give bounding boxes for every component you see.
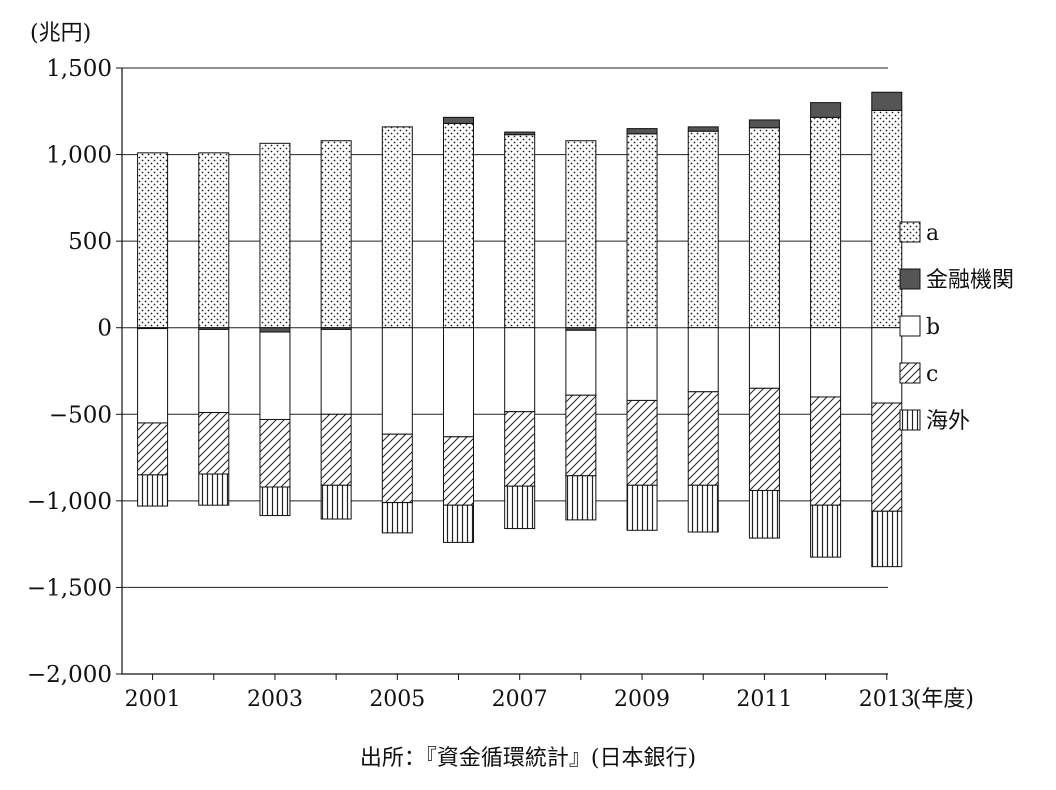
bar-segment-c-2010 [687, 391, 719, 486]
y-tick-label: −500 [49, 402, 112, 428]
x-tick-label: 2005 [369, 687, 425, 712]
bar-segment-海外-2010 [687, 484, 719, 533]
bar-segment-海外-2004 [320, 484, 352, 520]
bar-segment-c-2011 [748, 387, 780, 491]
legend-swatch-金融機関 [899, 268, 921, 290]
legend-swatch-a [899, 221, 921, 243]
bar-segment-c-2002 [198, 412, 230, 475]
x-tick-label: 2001 [125, 687, 181, 712]
legend-label-海外: 海外 [926, 409, 970, 434]
axes [121, 68, 888, 675]
bar-segment-海外-2009 [626, 484, 658, 531]
bar-segment-海外-2006 [443, 504, 475, 543]
legend-swatch-b [899, 315, 921, 337]
bar-segment-b-2001 [137, 328, 169, 424]
bar-segment-c-2004 [320, 413, 352, 486]
bar-segment-a-2008 [565, 140, 597, 329]
bar-segment-a-2005 [381, 126, 413, 329]
bar-segment-a-2003 [259, 142, 291, 329]
legend-label-b: b [926, 315, 940, 340]
bar-segment-海外-2012 [810, 504, 842, 558]
source-note: 出所：『資金循環統計』(日本銀行) [359, 746, 697, 771]
y-tick-label: 1,000 [46, 143, 112, 169]
bar-segment-金融機関-2010 [687, 126, 719, 132]
bar-segment-a-2002 [198, 152, 230, 329]
bars-group [137, 91, 903, 568]
y-tick-label: −2,000 [27, 662, 112, 688]
bar-segment-a-2013 [871, 109, 903, 329]
bar-segment-b-2009 [626, 327, 658, 401]
bar-segment-金融機関-2011 [748, 119, 780, 129]
bar-segment-海外-2013 [871, 510, 903, 568]
bar-segment-b-2002 [198, 328, 230, 414]
legend: a 金融機関 bc 海外 [899, 221, 1014, 434]
bar-segment-b-2010 [687, 327, 719, 393]
bar-segment-海外-2005 [381, 502, 413, 534]
bar-segment-c-2012 [810, 396, 842, 506]
bar-segment-a-2006 [443, 122, 475, 329]
bar-segment-b-2005 [381, 327, 413, 435]
x-tick-label: 2003 [247, 687, 303, 712]
bar-segment-c-2005 [381, 433, 413, 504]
bar-segment-c-2003 [259, 418, 291, 488]
x-tick-label: 2007 [492, 687, 548, 712]
bar-segment-a-2012 [810, 116, 842, 329]
bar-segment-a-2001 [137, 152, 169, 329]
bar-segment-金融機関-2012 [810, 102, 842, 118]
bar-segment-金融機関-2009 [626, 128, 658, 135]
x-tick-label: 2013 [859, 687, 915, 712]
legend-label-金融機関: 金融機関 [926, 268, 1014, 293]
bar-segment-海外-2008 [565, 475, 597, 521]
bar-segment-c-2013 [871, 402, 903, 512]
bar-segment-金融機関-2013 [871, 91, 903, 111]
bar-segment-海外-2011 [748, 489, 780, 539]
y-tick-label: 500 [68, 229, 112, 255]
x-tick-label: 2009 [614, 687, 670, 712]
y-tick-label: −1,000 [27, 489, 112, 515]
bar-segment-金融機関-2003 [259, 327, 291, 333]
bar-segment-b-2008 [565, 329, 597, 396]
unit-label: (兆円) [30, 21, 91, 46]
bar-segment-b-2012 [810, 327, 842, 398]
bar-segment-c-2009 [626, 399, 658, 486]
bar-segment-金融機関-2006 [443, 116, 475, 124]
y-axis-ticks: 1,500 1,000 500 0 −500 −1,000 −1,500 −2,000 [27, 56, 122, 688]
bar-segment-b-2004 [320, 328, 352, 415]
bar-segment-b-2013 [871, 327, 903, 404]
bar-segment-c-2006 [443, 436, 475, 506]
x-tick-label: 2011 [736, 687, 792, 712]
bar-segment-c-2008 [565, 394, 597, 477]
x-axis-ticks: 2001 2003 2005 2007 2009 2011 2013(年度) [125, 674, 974, 712]
bar-segment-a-2011 [748, 127, 780, 329]
legend-label-a: a [926, 221, 939, 246]
bar-segment-a-2007 [504, 134, 536, 329]
bar-segment-金融機関-2007 [504, 131, 536, 136]
y-tick-label: 1,500 [46, 56, 112, 82]
bar-segment-a-2004 [320, 140, 352, 329]
x-axis-label: (年度) [913, 687, 974, 712]
bar-segment-海外-2007 [504, 485, 536, 530]
bar-segment-b-2006 [443, 327, 475, 438]
legend-swatch-海外 [899, 409, 921, 431]
bar-segment-b-2007 [504, 327, 536, 413]
y-tick-label: −1,500 [27, 575, 112, 601]
y-tick-label: 0 [97, 316, 112, 342]
bar-segment-a-2009 [626, 133, 658, 329]
bar-segment-海外-2003 [259, 486, 291, 517]
legend-swatch-c [899, 362, 921, 384]
bar-segment-c-2007 [504, 411, 536, 487]
bar-segment-a-2010 [687, 130, 719, 329]
bar-segment-海外-2002 [198, 473, 230, 506]
bar-segment-海外-2001 [137, 474, 169, 507]
bar-segment-c-2001 [137, 422, 169, 476]
legend-label-c: c [926, 362, 938, 387]
bar-segment-b-2011 [748, 327, 780, 389]
bar-segment-b-2003 [259, 331, 291, 420]
